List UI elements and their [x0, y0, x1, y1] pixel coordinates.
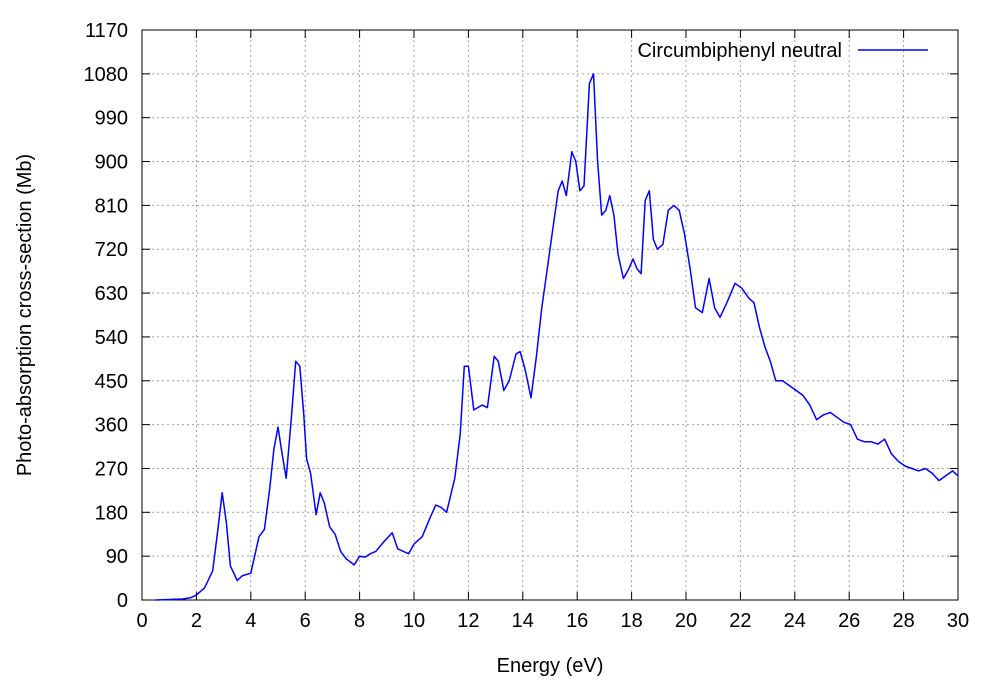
- x-tick-label: 24: [784, 610, 806, 632]
- x-tick-label: 16: [566, 610, 588, 632]
- x-tick-label: 8: [354, 610, 365, 632]
- x-tick-labels: 0 2 4 6 8 10 12 14 16 18 20 22 24 26 28 30: [136, 610, 969, 632]
- y-tick-label: 810: [95, 195, 128, 217]
- plot-frame: [142, 30, 958, 600]
- y-tick-label: 540: [95, 327, 128, 349]
- x-tick-label: 2: [191, 610, 202, 632]
- y-tick-label: 1080: [84, 64, 129, 86]
- y-tick-label: 270: [95, 458, 128, 480]
- y-tick-label: 720: [95, 239, 128, 261]
- x-tick-label: 10: [403, 610, 425, 632]
- x-tick-label: 12: [457, 610, 479, 632]
- y-tick-label: 630: [95, 283, 128, 305]
- y-tick-label: 900: [95, 152, 128, 174]
- y-tick-label: 180: [95, 502, 128, 524]
- legend-label: Circumbiphenyl neutral: [637, 40, 842, 62]
- x-tick-label: 26: [838, 610, 860, 632]
- x-tick-label: 14: [512, 610, 534, 632]
- x-axis-label: Energy (eV): [497, 655, 604, 677]
- x-tick-label: 6: [300, 610, 311, 632]
- x-tick-label: 20: [675, 610, 697, 632]
- y-tick-label: 450: [95, 371, 128, 393]
- x-tick-label: 22: [729, 610, 751, 632]
- grid: [142, 30, 958, 600]
- y-tick-label: 990: [95, 108, 128, 130]
- y-tick-label: 0: [117, 590, 128, 612]
- x-tick-label: 30: [947, 610, 969, 632]
- y-axis-label: Photo-absorption cross-section (Mb): [14, 154, 36, 476]
- x-tick-label: 18: [620, 610, 642, 632]
- y-tick-label: 90: [106, 546, 128, 568]
- y-tick-label: 1170: [85, 20, 128, 42]
- legend: Circumbiphenyl neutral: [637, 40, 928, 62]
- x-tick-label: 0: [136, 610, 147, 632]
- y-tick-labels: 0 90 180 270 360 450 540 630 720 810 900 990 1080 117…: [84, 20, 129, 612]
- x-tick-label: 4: [245, 610, 256, 632]
- y-tick-label: 360: [95, 415, 128, 437]
- x-tick-label: 28: [892, 610, 914, 632]
- axis-ticks: [142, 30, 958, 600]
